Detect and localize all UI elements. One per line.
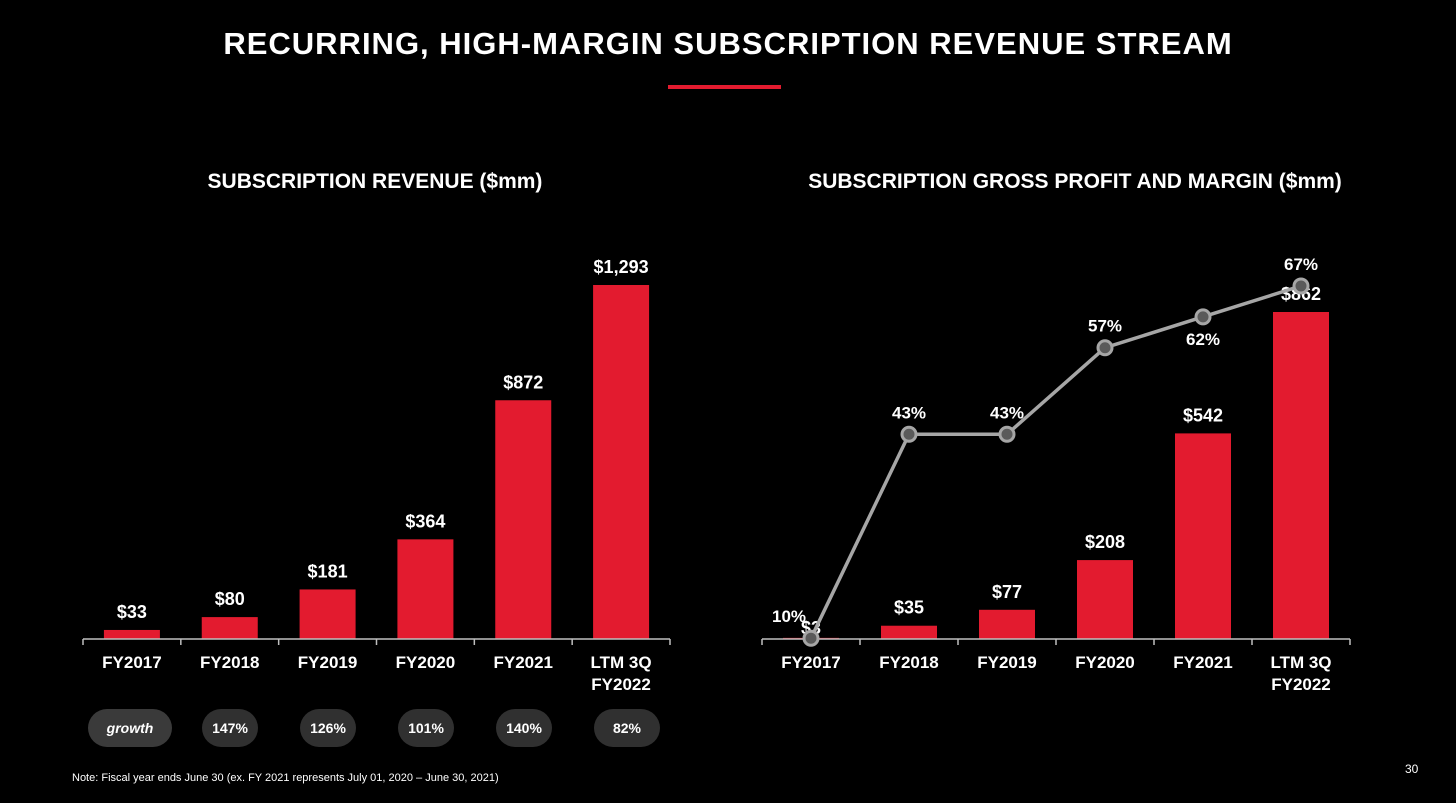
revenue-x-tick-label: FY2022 [591,675,651,694]
revenue-bar [299,589,356,639]
footnote: Note: Fiscal year ends June 30 (ex. FY 2… [72,772,499,784]
revenue-x-tick-label: FY2017 [102,653,162,672]
revenue-chart-title: SUBSCRIPTION REVENUE ($mm) [207,170,543,193]
growth-pill-fy2019: 126% [300,709,356,747]
growth-pill-fy2020: 101% [398,709,454,747]
title-underline [668,85,781,89]
revenue-bar [397,539,454,639]
revenue-x-tick-label: FY2020 [396,653,456,672]
revenue-x-tick-label: FY2021 [493,653,553,672]
page-number: 30 [1405,762,1419,776]
gross-profit-chart-title: SUBSCRIPTION GROSS PROFIT AND MARGIN ($m… [808,170,1342,193]
revenue-data-label: $1,293 [594,257,649,277]
growth-pill-fy2021: 140% [496,709,552,747]
revenue-x-tick-label: FY2018 [200,653,260,672]
revenue-x-tick-label: LTM 3Q [591,653,652,672]
growth-pill-fy2018: 147% [202,709,258,747]
revenue-bar [103,629,160,639]
revenue-bar [495,400,552,639]
growth-label-pill: growth [88,709,172,747]
revenue-x-tick-label: FY2019 [298,653,358,672]
revenue-data-label: $181 [308,561,348,581]
revenue-data-label: $33 [117,602,147,622]
revenue-bar [201,617,258,639]
revenue-data-label: $80 [215,589,245,609]
revenue-data-label: $364 [405,511,445,531]
page-title: RECURRING, HIGH-MARGIN SUBSCRIPTION REVE… [223,26,1233,61]
growth-pill-ltm: 82% [594,709,660,747]
revenue-data-label: $872 [503,372,543,392]
revenue-bar [593,285,650,639]
